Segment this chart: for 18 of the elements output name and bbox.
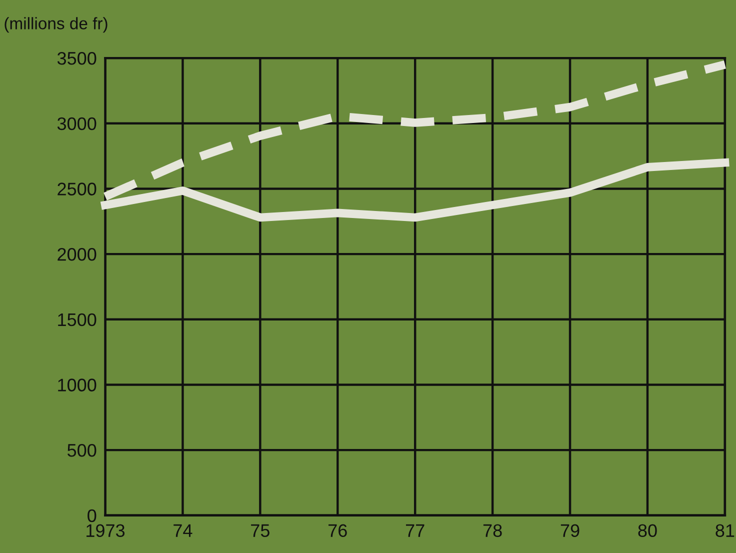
y-tick-label: 3000 [57, 117, 96, 130]
x-tick-label: 80 [638, 524, 657, 537]
x-tick-label: 76 [328, 524, 347, 537]
y-axis-title: (millions de fr) [4, 17, 108, 33]
x-tick-label: 77 [406, 524, 424, 537]
y-tick-label: 2500 [58, 182, 96, 196]
y-tick-label: 1500 [58, 313, 96, 326]
x-tick-label: 1973 [86, 524, 125, 537]
x-tick-label: 75 [251, 524, 270, 537]
y-tick-label: 2000 [58, 248, 96, 261]
y-tick-label: 1000 [58, 378, 96, 392]
y-tick-label: 500 [68, 444, 96, 457]
x-tick-label: 79 [560, 524, 580, 537]
y-tick-label: 3500 [57, 52, 96, 65]
y-tick-label: 0 [88, 509, 96, 522]
x-tick-label: 81 [716, 524, 734, 537]
x-tick-label: 74 [174, 524, 192, 537]
x-tick-label: 78 [483, 524, 502, 537]
